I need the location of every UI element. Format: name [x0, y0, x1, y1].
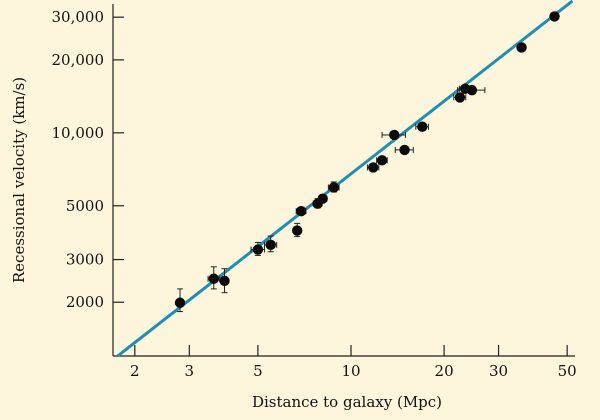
data-point [292, 222, 303, 238]
y-axis-title: Recessional velocity (km/s) [10, 77, 28, 283]
data-point [317, 193, 328, 204]
data-point [263, 235, 278, 253]
data-point-marker [328, 182, 340, 193]
data-point [516, 42, 527, 53]
data-point-marker [292, 225, 303, 236]
x-tick-label: 30 [489, 362, 508, 380]
data-point [250, 241, 265, 256]
data-point-marker [466, 84, 478, 96]
fit-line [116, 0, 574, 358]
data-point [394, 144, 414, 156]
x-tick-label: 5 [253, 362, 263, 380]
data-point [415, 121, 429, 132]
data-point [174, 288, 186, 313]
data-points [174, 11, 560, 313]
data-point-marker [208, 273, 219, 284]
data-point-marker [376, 155, 388, 166]
x-axis-title: Distance to galaxy (Mpc) [252, 393, 442, 411]
y-ticks: 2000 3000 5000 10,000 20,000 30,000 [52, 8, 124, 311]
data-point-marker [265, 239, 276, 251]
y-tick-label: 2000 [66, 293, 104, 311]
data-point-marker [368, 162, 379, 173]
data-point-marker [516, 42, 527, 53]
data-point-marker [454, 92, 466, 103]
data-point [457, 84, 486, 96]
x-tick-label: 20 [435, 362, 454, 380]
data-point [327, 181, 340, 193]
y-tick-label: 5000 [66, 197, 104, 215]
data-point-marker [317, 193, 328, 204]
data-point-marker [295, 205, 307, 217]
x-tick-label: 10 [341, 362, 360, 380]
data-point-marker [389, 129, 400, 141]
data-point [376, 155, 388, 166]
x-tick-label: 2 [130, 362, 140, 380]
x-tick-label: 3 [185, 362, 195, 380]
y-tick-label: 3000 [66, 251, 104, 269]
data-point-marker [399, 144, 410, 156]
fit-line-group [116, 0, 574, 358]
data-point-marker [219, 275, 230, 287]
data-point-marker [174, 297, 186, 308]
data-point [381, 129, 406, 141]
y-tick-label: 30,000 [52, 8, 105, 26]
data-point [207, 266, 220, 290]
data-point [453, 92, 467, 103]
data-point [366, 162, 380, 173]
data-point [219, 268, 230, 294]
data-point-marker [252, 244, 264, 255]
x-tick-label: 50 [558, 362, 577, 380]
data-point-marker [417, 121, 428, 132]
x-ticks: 2 3 5 10 20 30 50 [130, 345, 577, 380]
data-point-marker [549, 11, 560, 22]
data-point [295, 205, 307, 217]
y-tick-label: 20,000 [52, 51, 105, 69]
data-point [549, 11, 560, 22]
y-tick-label: 10,000 [52, 124, 105, 142]
